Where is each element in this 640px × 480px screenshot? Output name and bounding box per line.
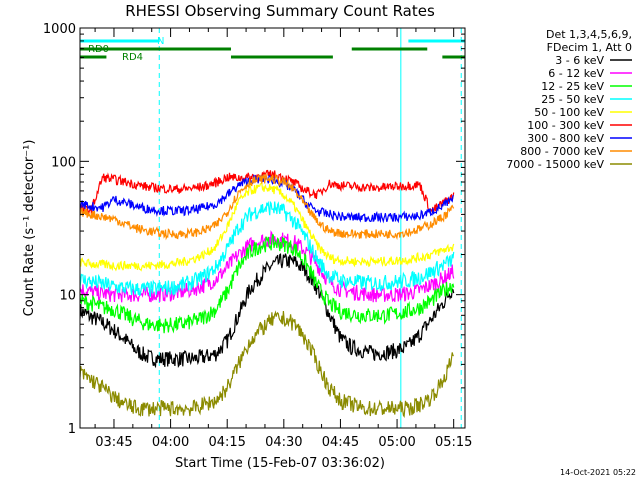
- series-line-3: [80, 200, 455, 298]
- x-tick-label-5: 05:00: [378, 435, 415, 450]
- flag-label-0: N: [157, 36, 164, 47]
- series-line-4: [80, 182, 455, 272]
- x-tick-label-3: 04:30: [265, 435, 302, 450]
- legend-label-7: 800 - 7000 keV: [520, 145, 604, 158]
- legend-label-8: 7000 - 15000 keV: [506, 158, 604, 171]
- series-line-7: [80, 172, 455, 241]
- observing-flags: N RD0 RD4: [80, 36, 465, 63]
- legend-header-0: Det 1,3,4,5,6,9,: [546, 28, 632, 41]
- x-tick-label-0: 03:45: [95, 435, 132, 450]
- chart-title: RHESSI Observing Summary Count Rates: [125, 2, 435, 20]
- event-lines: [158, 28, 462, 428]
- legend-label-5: 100 - 300 keV: [527, 119, 604, 132]
- legend-label-0: 3 - 6 keV: [555, 54, 604, 67]
- flag-label-1: RD0: [88, 44, 109, 55]
- series-line-1: [80, 230, 455, 303]
- x-tick-label-4: 04:45: [322, 435, 359, 450]
- flag-label-2: RD4: [122, 52, 143, 63]
- series-line-2: [80, 234, 455, 334]
- y-tick-label-0: 1: [68, 422, 76, 437]
- x-axis-label: Start Time (15-Feb-07 03:36:02): [175, 456, 385, 471]
- y-axis-label: Count Rate (s⁻¹ detector⁻¹): [22, 140, 37, 317]
- legend-label-1: 6 - 12 keV: [548, 67, 604, 80]
- x-tick-label-2: 04:15: [208, 435, 245, 450]
- series-line-0: [80, 253, 455, 369]
- legend-label-4: 50 - 100 keV: [534, 106, 604, 119]
- series-line-6: [80, 174, 454, 224]
- x-tick-label-1: 04:00: [152, 435, 189, 450]
- legend-label-3: 25 - 50 keV: [541, 93, 604, 106]
- legend-header-1: FDecim 1, Att 0: [547, 41, 632, 54]
- y-tick-label-2: 100: [51, 155, 76, 170]
- data-series: [80, 169, 455, 418]
- x-axis: 03:45 04:00 04:15 04:30 04:45 05:00 05:15: [94, 28, 472, 450]
- legend-label-2: 12 - 25 keV: [541, 80, 604, 93]
- legend-label-6: 300 - 800 keV: [527, 132, 604, 145]
- x-tick-label-6: 05:15: [435, 435, 472, 450]
- legend: Det 1,3,4,5,6,9,FDecim 1, Att 03 - 6 keV…: [506, 28, 632, 171]
- plot-frame: [79, 27, 466, 429]
- y-axis: 1 10 100 1000: [43, 22, 465, 437]
- y-tick-label-3: 1000: [43, 22, 76, 37]
- y-tick-label-1: 10: [59, 289, 76, 304]
- series-line-5: [80, 169, 455, 215]
- series-line-8: [80, 310, 454, 418]
- date-stamp: 14-Oct-2021 05:22: [560, 468, 636, 477]
